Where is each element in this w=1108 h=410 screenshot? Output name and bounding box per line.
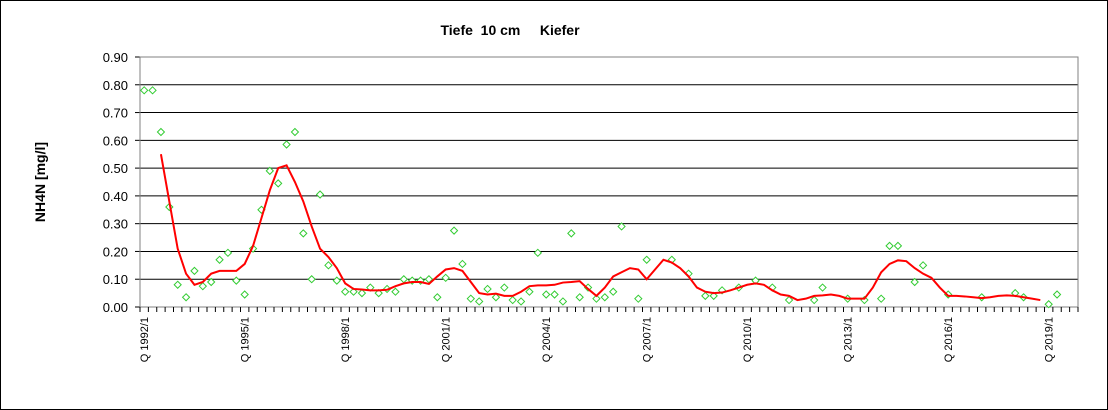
- data-point: [483, 284, 492, 294]
- data-point: [818, 283, 827, 292]
- data-point: [558, 297, 568, 306]
- data-point: [918, 261, 928, 270]
- y-tick-label: 0.40: [103, 189, 128, 204]
- data-point: [474, 297, 484, 306]
- data-point: [433, 293, 442, 302]
- data-point: [357, 288, 367, 298]
- data-point: [567, 229, 576, 238]
- x-tick-label: Q 2019/1: [1044, 317, 1056, 362]
- y-tick-label: 0.90: [103, 50, 128, 65]
- data-point: [139, 86, 149, 95]
- data-point: [232, 276, 241, 285]
- x-tick-label: Q 1998/1: [340, 317, 352, 362]
- x-tick-label: Q 2007/1: [642, 317, 654, 362]
- data-point: [391, 287, 400, 296]
- data-point: [634, 294, 643, 303]
- y-tick-label: 0.60: [103, 133, 128, 148]
- data-point: [550, 290, 559, 299]
- y-tick-label: 0.50: [103, 161, 128, 176]
- data-point: [290, 127, 300, 137]
- y-tick-label: 0.70: [103, 106, 128, 121]
- x-tick-label: Q 2004/1: [541, 317, 553, 362]
- data-point: [709, 291, 718, 301]
- data-point: [324, 261, 333, 270]
- data-point: [1052, 290, 1062, 299]
- data-point: [491, 293, 501, 302]
- chart-title: Tiefe 10 cm Kiefer: [440, 22, 580, 38]
- data-point: [173, 280, 182, 289]
- y-tick-label: 0.80: [103, 78, 128, 93]
- x-tick-label: Q 2016/1: [943, 317, 955, 362]
- data-point: [809, 295, 819, 305]
- data-point: [500, 283, 509, 292]
- data-point: [466, 294, 476, 303]
- y-tick-label: 0.10: [103, 272, 128, 287]
- data-point: [190, 266, 199, 276]
- data-point: [206, 277, 216, 287]
- data-point: [642, 255, 651, 264]
- data-point: [148, 86, 157, 95]
- data-point: [458, 259, 467, 269]
- data-point: [340, 287, 350, 296]
- data-point: [1044, 300, 1053, 309]
- data-point: [273, 179, 283, 188]
- x-tick-label: Q 2001/1: [441, 317, 453, 362]
- data-point: [156, 127, 166, 137]
- trend-line: [159, 154, 1041, 302]
- data-point: [332, 276, 342, 285]
- data-point: [600, 293, 610, 302]
- data-point: [533, 248, 543, 258]
- data-point: [592, 294, 601, 303]
- y-tick-label: 0.30: [103, 217, 128, 232]
- x-tick-label: Q 2013/1: [843, 317, 855, 362]
- data-point: [265, 166, 275, 176]
- data-point: [784, 295, 794, 305]
- data-point: [282, 140, 291, 149]
- data-point: [885, 241, 894, 251]
- y-tick-label: 0.00: [103, 300, 128, 315]
- data-point: [441, 273, 450, 283]
- data-point: [299, 229, 308, 238]
- data-point: [315, 190, 325, 199]
- data-point: [876, 294, 886, 303]
- data-point: [449, 226, 459, 235]
- data-point: [198, 281, 208, 291]
- data-point: [508, 295, 517, 305]
- data-point: [215, 255, 224, 264]
- data-point: [223, 248, 233, 258]
- data-point: [374, 288, 383, 298]
- x-tick-label: Q 1995/1: [240, 317, 252, 362]
- data-point: [541, 290, 551, 299]
- data-point: [349, 287, 358, 296]
- data-point: [181, 293, 191, 302]
- x-tick-label: Q 2010/1: [742, 317, 754, 362]
- y-tick-label: 0.20: [103, 244, 128, 259]
- data-point: [608, 287, 618, 296]
- data-point: [575, 293, 584, 302]
- data-point: [307, 275, 316, 284]
- data-point: [701, 291, 710, 301]
- x-tick-label: Q 1992/1: [139, 317, 151, 362]
- data-point: [617, 222, 626, 231]
- y-axis-label: NH4N [mg/l]: [32, 142, 48, 222]
- data-point: [240, 290, 249, 299]
- data-point: [516, 297, 526, 306]
- data-point: [525, 287, 534, 296]
- data-point: [893, 241, 903, 251]
- data-point: [910, 277, 919, 287]
